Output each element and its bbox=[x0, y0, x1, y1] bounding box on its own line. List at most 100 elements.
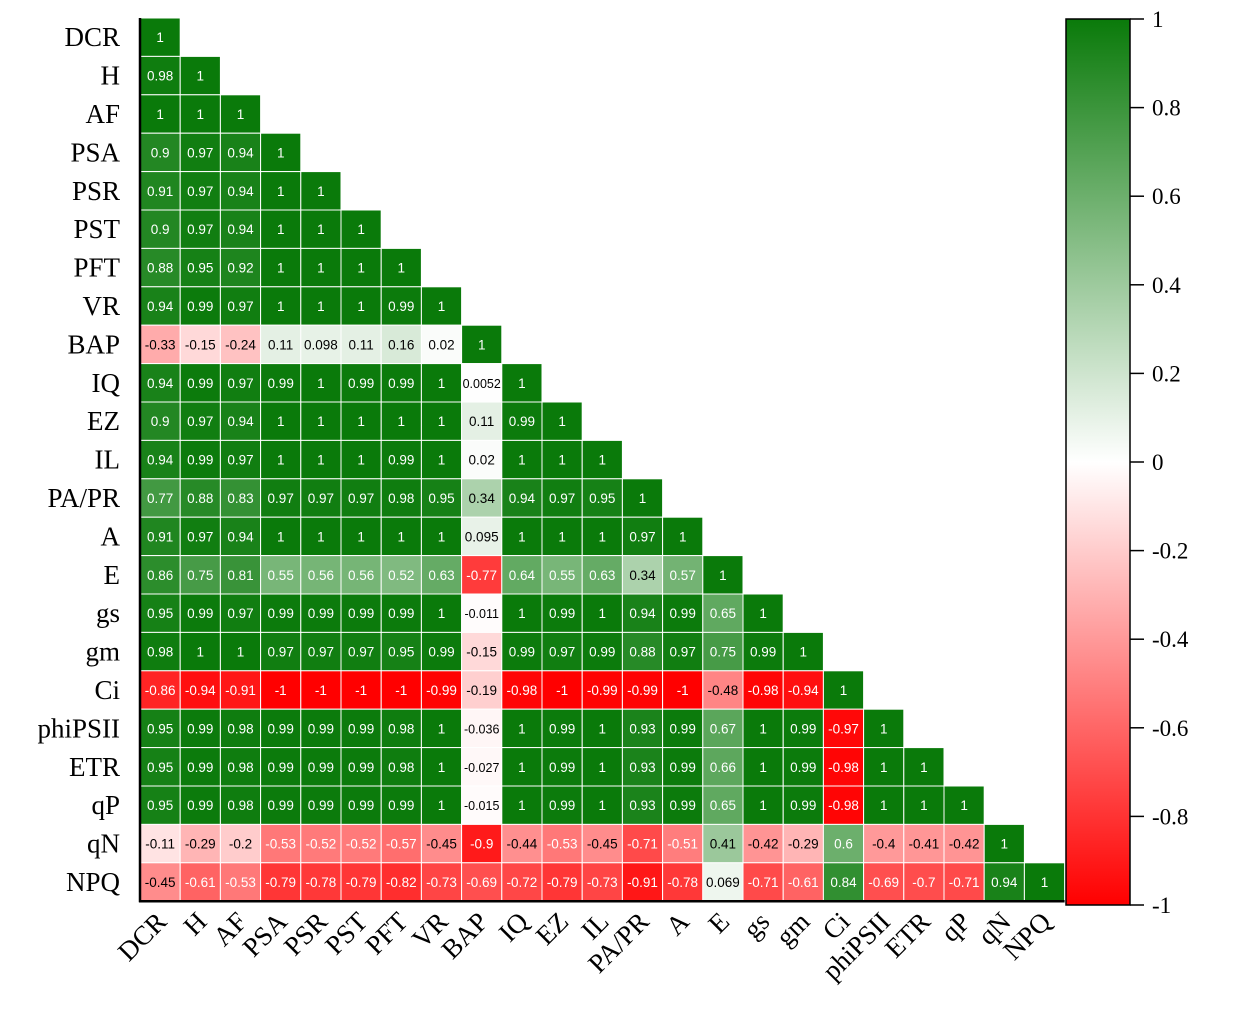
cell-value-label: 0.99 bbox=[549, 760, 575, 775]
heatmap-cell-phipsii-vr bbox=[420, 708, 463, 749]
heatmap-cell-qn-e bbox=[702, 823, 744, 864]
cell-value-label: 1 bbox=[197, 69, 205, 84]
cell-value-label: 1 bbox=[357, 453, 365, 468]
cell-value-label: 1 bbox=[438, 299, 446, 314]
cell-value-label: 0.67 bbox=[710, 721, 736, 736]
heatmap-cell-qp-il bbox=[581, 785, 623, 825]
cell-value-label: -0.51 bbox=[667, 837, 698, 852]
heatmap-cell-ci-h bbox=[179, 670, 221, 710]
heatmap-cell-psa-h bbox=[179, 132, 221, 173]
colorbar-tick-label: 0 bbox=[1152, 450, 1164, 475]
cell-value-label: 0.99 bbox=[187, 376, 213, 391]
cell-value-label: 0.99 bbox=[670, 606, 696, 621]
cell-value-label: 0.91 bbox=[147, 184, 173, 199]
heatmap-cell-qp-etr bbox=[903, 785, 945, 825]
heatmap-cell-pft-dcr bbox=[139, 247, 181, 288]
cell-value-label: 0.94 bbox=[227, 414, 254, 429]
cell-value-label: 0.99 bbox=[348, 760, 374, 775]
heatmap-cell-phipsii-psr bbox=[300, 708, 342, 749]
cell-value-label: 0.94 bbox=[227, 145, 254, 160]
cell-value-label: 0.94 bbox=[227, 529, 254, 544]
heatmap-cell-npq-il bbox=[581, 862, 623, 902]
cell-value-label: 1 bbox=[800, 645, 808, 660]
cell-value-label: 1 bbox=[197, 107, 205, 122]
cell-value-label: 0.99 bbox=[308, 798, 334, 813]
cell-value-label: 0.97 bbox=[227, 299, 253, 314]
cell-value-label: -0.44 bbox=[507, 837, 538, 852]
cell-value-label: 0.99 bbox=[388, 453, 414, 468]
column-label-ez: EZ bbox=[530, 906, 575, 951]
heatmap-cell-iq-pst bbox=[340, 363, 382, 403]
colorbar: 1 0.8 0.6 0.4 0.2 0 -0.2 -0.4 -0.6 -0.8 -1 bbox=[1065, 7, 1189, 918]
row-label-pa-pr: PA/PR bbox=[47, 483, 120, 513]
cell-value-label: 0.95 bbox=[388, 645, 414, 660]
heatmap-cell-af-af bbox=[219, 94, 262, 134]
cell-value-label: 1 bbox=[759, 760, 767, 775]
row-label-il: IL bbox=[95, 445, 120, 475]
cell-value-label: 0.95 bbox=[147, 798, 173, 813]
cell-value-label: 1 bbox=[317, 376, 325, 391]
row-label-psr: PSR bbox=[72, 176, 120, 206]
cell-value-label: 1 bbox=[518, 453, 526, 468]
heatmap-cell-phipsii-iq bbox=[501, 708, 543, 749]
cell-value-label: 0.098 bbox=[304, 337, 338, 352]
row-label-vr: VR bbox=[82, 291, 120, 321]
cell-value-label: 0.99 bbox=[308, 760, 334, 775]
cell-value-label: 0.98 bbox=[388, 721, 414, 736]
heatmap-cell-npq-af bbox=[219, 862, 262, 902]
heatmap-cell-h-dcr bbox=[139, 55, 181, 96]
cell-value-label: -0.86 bbox=[145, 683, 176, 698]
heatmap-cell-phipsii-gm bbox=[782, 708, 824, 749]
heatmap-cell-qp-phipsii bbox=[863, 785, 905, 825]
cell-value-label: 0.98 bbox=[227, 798, 253, 813]
cell-value-label: 1 bbox=[277, 529, 285, 544]
cell-value-label: -0.011 bbox=[464, 607, 499, 621]
heatmap-cell-gm-h bbox=[179, 631, 221, 672]
heatmap-cell-qp-vr bbox=[420, 785, 463, 825]
heatmap-cell-npq-pa-pr bbox=[621, 862, 664, 902]
column-label-iq: IQ bbox=[493, 906, 535, 948]
heatmap-cell-phipsii-gs bbox=[742, 708, 784, 749]
cell-value-label: 1 bbox=[1001, 837, 1009, 852]
cell-value-label: 0.94 bbox=[991, 875, 1018, 890]
heatmap-cell-npq-iq bbox=[501, 862, 543, 902]
heatmap-cell-e-iq bbox=[501, 555, 543, 595]
colorbar-tick-label: -1 bbox=[1152, 893, 1171, 918]
cell-value-label: 1 bbox=[880, 798, 888, 813]
cell-value-label: 1 bbox=[277, 222, 285, 237]
heatmap-cell-npq-pst bbox=[340, 862, 382, 902]
row-label-a: A bbox=[101, 521, 121, 551]
cell-value-label: 0.99 bbox=[187, 760, 213, 775]
heatmap-cell-bap-pst bbox=[340, 324, 382, 365]
cell-value-label: -0.94 bbox=[185, 683, 216, 698]
cell-value-label: -0.57 bbox=[386, 837, 417, 852]
cell-value-label: 1 bbox=[478, 337, 486, 352]
heatmap-cell-iq-bap bbox=[461, 363, 503, 403]
cell-value-label: -0.45 bbox=[145, 875, 176, 890]
cell-value-label: 0.99 bbox=[549, 606, 575, 621]
cell-value-label: 1 bbox=[277, 261, 285, 276]
cell-value-label: -0.94 bbox=[788, 683, 819, 698]
cell-value-label: -0.29 bbox=[788, 837, 819, 852]
heatmap-cell-etr-gm bbox=[782, 747, 824, 787]
cell-value-label: -0.98 bbox=[507, 683, 538, 698]
heatmap-cell-npq-qn bbox=[983, 862, 1025, 902]
heatmap-cell-gs-pft bbox=[380, 593, 422, 633]
colorbar-tick-label: -0.8 bbox=[1152, 804, 1188, 829]
row-label-pft: PFT bbox=[73, 253, 120, 283]
cell-value-label: -0.15 bbox=[466, 645, 497, 660]
cell-value-label: 0.99 bbox=[348, 721, 374, 736]
heatmap-cell-bap-dcr bbox=[139, 324, 181, 365]
heatmap-cell-ez-psa bbox=[260, 401, 302, 441]
cell-value-label: 0.97 bbox=[268, 645, 294, 660]
heatmap-cell-qp-bap bbox=[461, 785, 503, 825]
cell-value-label: 1 bbox=[1041, 875, 1049, 890]
cell-value-label: -0.82 bbox=[386, 875, 417, 890]
cell-value-label: -0.19 bbox=[466, 683, 497, 698]
cell-value-label: 0.91 bbox=[147, 529, 173, 544]
heatmap-cell-qn-phipsii bbox=[863, 823, 905, 864]
column-label-gm: gm bbox=[770, 906, 816, 952]
cell-value-label: 1 bbox=[599, 721, 607, 736]
cell-value-label: 1 bbox=[599, 529, 607, 544]
